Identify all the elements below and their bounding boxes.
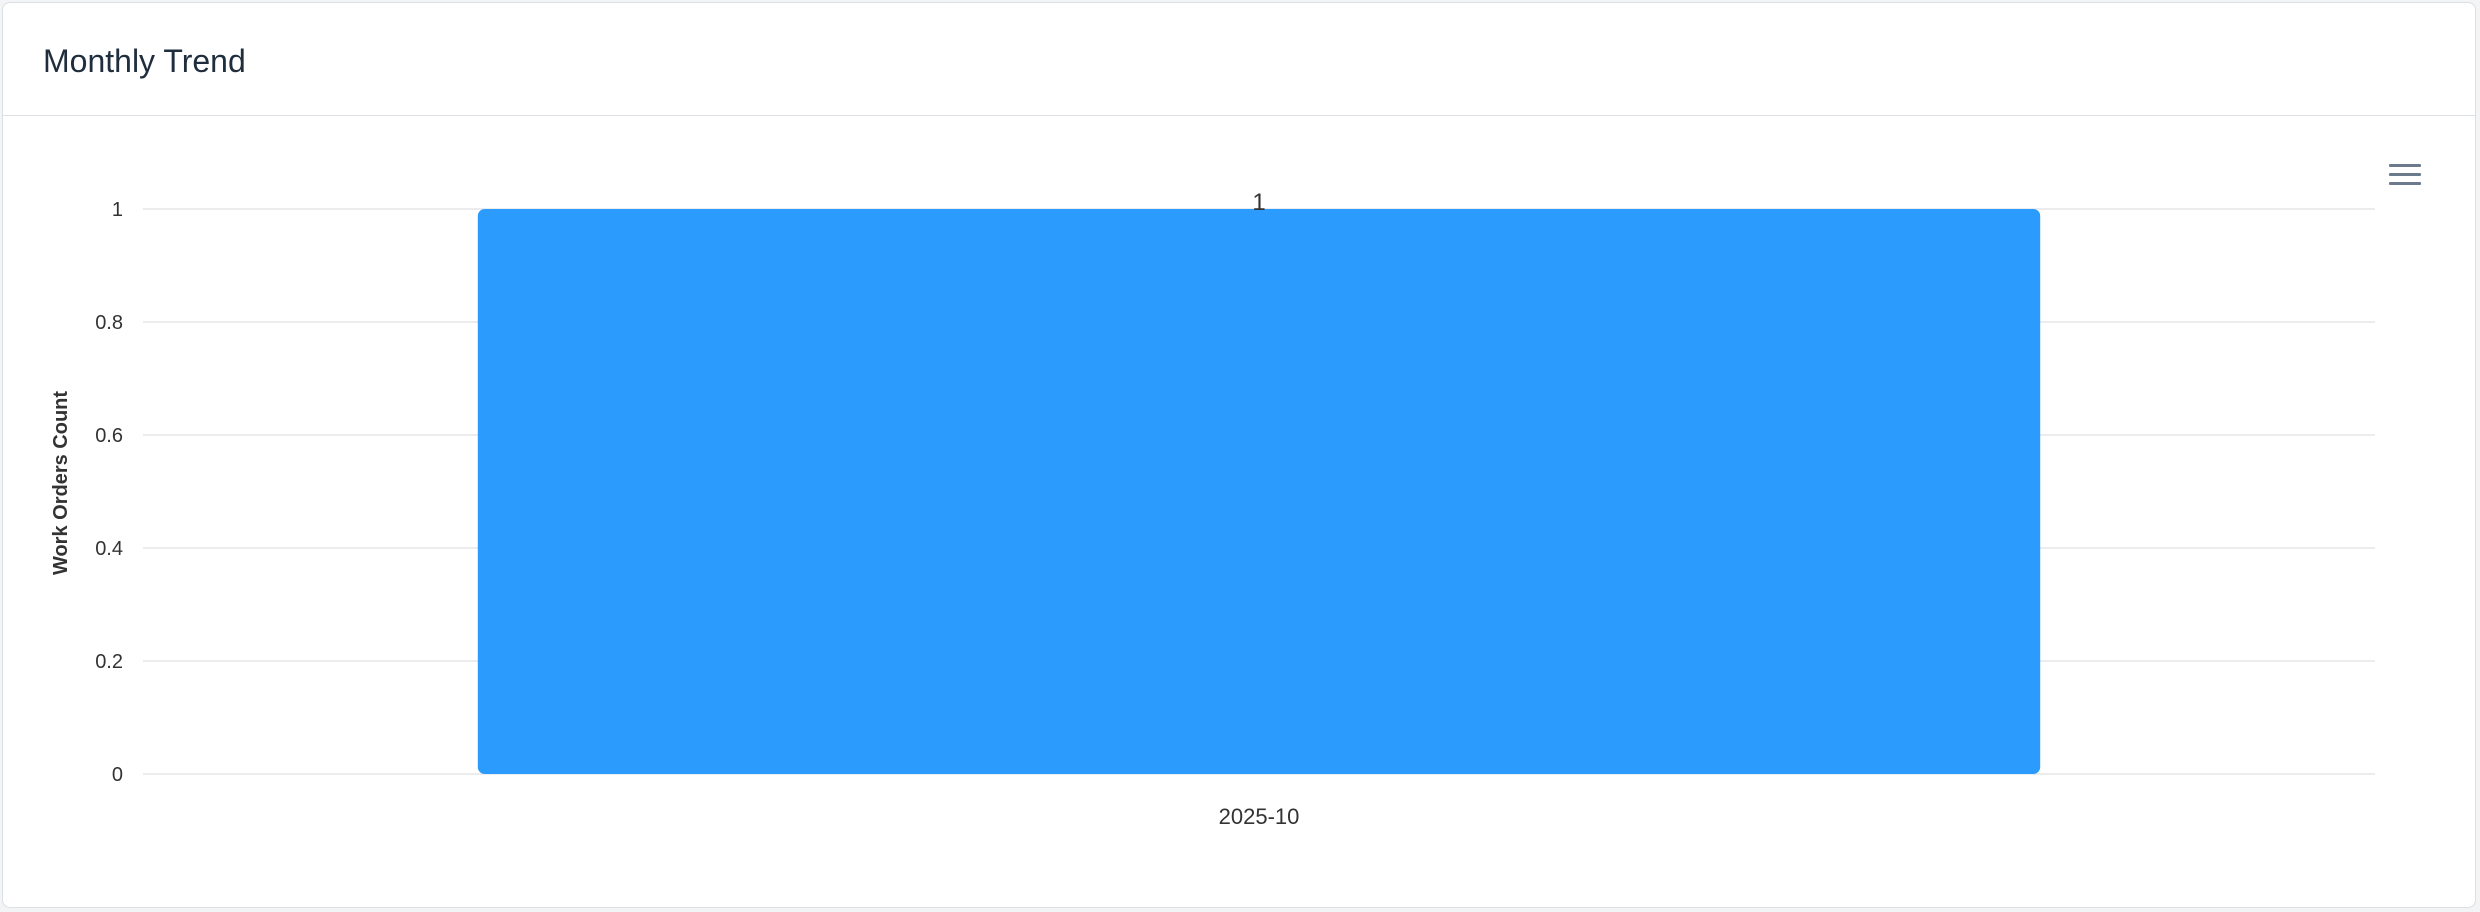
y-axis-title: Work Orders Count (50, 391, 72, 575)
bar-chart: 0 0.2 0.4 0.6 0.8 1 1 2025-10 Work Orders Cou… (50, 189, 2375, 829)
x-axis-ticks: 2025-10 (1219, 804, 1300, 829)
bars (477, 209, 2041, 774)
bar[interactable] (477, 209, 2041, 774)
chart-area: 0 0.2 0.4 0.6 0.8 1 1 2025-10 Work Orders Cou… (3, 3, 2475, 907)
card-title: Monthly Trend (43, 43, 246, 79)
y-tick-label: 0.8 (95, 312, 123, 334)
hamburger-menu-icon-line (2389, 173, 2421, 176)
y-tick-label: 1 (112, 199, 123, 221)
y-tick-label: 0.4 (95, 538, 123, 560)
y-tick-label: 0 (112, 764, 123, 786)
hamburger-menu-icon (2389, 164, 2421, 167)
y-tick-label: 0.6 (95, 425, 123, 447)
y-tick-label: 0.2 (95, 651, 123, 673)
y-axis-ticks: 0 0.2 0.4 0.6 0.8 1 (95, 199, 123, 786)
data-labels: 1 (1252, 189, 1265, 216)
x-tick-label: 2025-10 (1219, 804, 1300, 829)
chart-context-menu-button[interactable] (2383, 158, 2427, 198)
card-header: Monthly Trend (3, 3, 2475, 116)
hamburger-menu-icon-line (2389, 182, 2421, 185)
data-label: 1 (1252, 189, 1265, 216)
